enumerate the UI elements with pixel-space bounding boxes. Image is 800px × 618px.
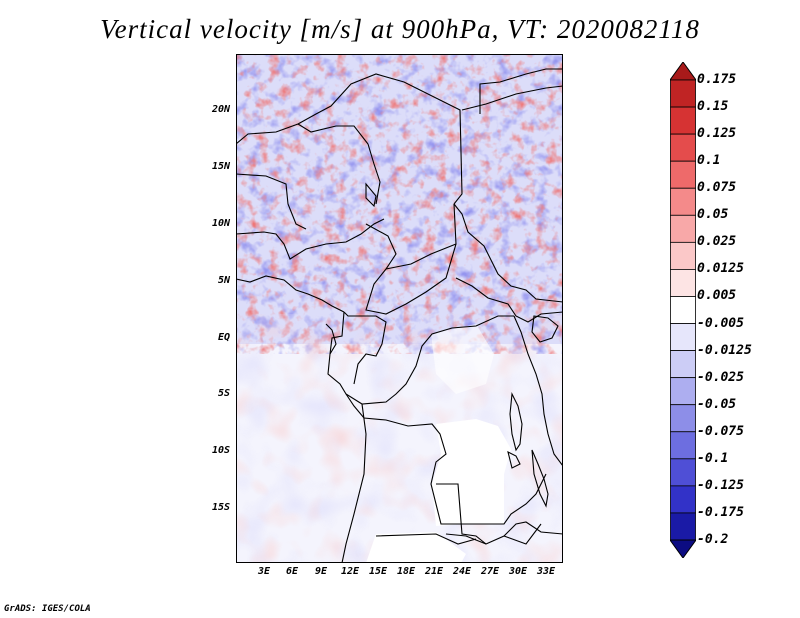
lon-label-33e: 33E: [536, 566, 556, 577]
colorbar-label: -0.075: [697, 423, 744, 439]
colorbar-segment: [670, 485, 696, 514]
lon-label-24e: 24E: [452, 566, 472, 577]
field-south-structure: [236, 314, 563, 563]
map-frame: [236, 54, 563, 563]
colorbar-segment: [670, 431, 696, 460]
lat-label-15n: 15N: [211, 161, 230, 172]
colorbar-segment: [670, 350, 696, 379]
lon-label-9e: 9E: [314, 566, 328, 577]
colorbar-label: 0.125: [697, 126, 737, 142]
colorbar-label: 0.1: [697, 153, 721, 169]
calm-region: [432, 419, 511, 526]
colorbar-label: 0.0125: [697, 261, 744, 277]
colorbar-segment: [670, 160, 696, 189]
colorbar-label: -0.125: [697, 477, 744, 493]
field-north-structure: [236, 54, 563, 354]
colorbar-segment: [670, 106, 696, 135]
lon-label-3e: 3E: [257, 566, 271, 577]
lake-outlines: [365, 182, 559, 508]
colorbar-label: 0.025: [697, 234, 737, 250]
colorbar-label: -0.2: [697, 532, 729, 547]
grads-credit: GrADS: IGES/COLA: [4, 604, 91, 614]
colorbar-label: 0.005: [697, 288, 737, 304]
colorbar-label: -0.1: [697, 450, 729, 466]
colorbar-arrow-bottom: [669, 539, 697, 559]
colorbar-segment: [670, 404, 696, 433]
lat-label-10n: 10N: [211, 218, 230, 229]
country-borders: [236, 68, 563, 563]
lon-label-30e: 30E: [508, 566, 528, 577]
colorbar-label: 0.175: [697, 72, 737, 87]
plot-title: Vertical velocity [m/s] at 900hPa, VT: 2…: [100, 14, 700, 44]
colorbar-segment: [670, 79, 696, 108]
lon-label-21e: 21E: [424, 566, 444, 577]
lon-label-15e: 15E: [368, 566, 388, 577]
colorbar-arrow-top: [669, 61, 697, 81]
colorbar-label: -0.005: [697, 315, 744, 331]
colorbar-segment: [670, 323, 696, 351]
lon-label-27e: 27E: [480, 566, 500, 577]
colorbar-segment: [670, 296, 696, 324]
colorbar-label: -0.05: [697, 396, 737, 412]
lat-label-15s: 15S: [211, 502, 230, 513]
colorbar-segment: [670, 241, 696, 270]
colorbar-label: 0.05: [697, 207, 729, 223]
colorbar-segment: [670, 269, 696, 297]
colorbar-label: -0.025: [697, 369, 744, 385]
lon-label-6e: 6E: [285, 566, 299, 577]
colorbar: [669, 61, 697, 559]
colorbar-segment: [670, 512, 696, 541]
colorbar-label: 0.15: [697, 99, 729, 115]
colorbar-segment: [670, 458, 696, 487]
lat-label-5s: 5S: [217, 388, 230, 399]
colorbar-label: -0.175: [697, 504, 744, 520]
lon-label-12e: 12E: [340, 566, 360, 577]
colorbar-segment: [670, 377, 696, 406]
colorbar-segment: [670, 187, 696, 216]
colorbar-label: -0.0125: [697, 342, 752, 358]
colorbar-label: 0.075: [697, 180, 737, 196]
lon-label-18e: 18E: [396, 566, 416, 577]
lat-label-10s: 10S: [211, 445, 230, 456]
lat-label-eq: EQ: [217, 332, 230, 343]
map-panel: [236, 54, 563, 563]
lat-label-20n: 20N: [211, 104, 230, 115]
colorbar-segment: [670, 133, 696, 162]
colorbar-segment: [670, 214, 696, 243]
lat-label-5n: 5N: [217, 275, 230, 286]
